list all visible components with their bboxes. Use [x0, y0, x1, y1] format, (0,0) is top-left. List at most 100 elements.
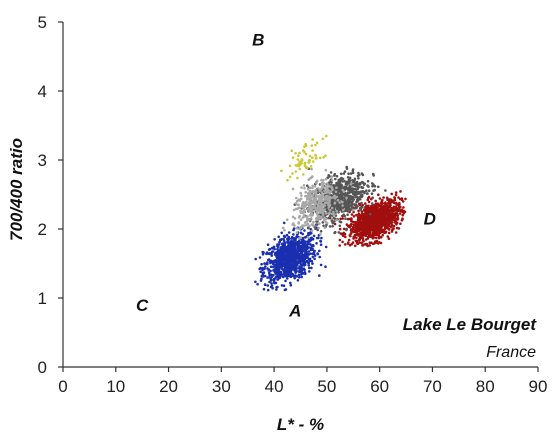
- quadrant-label: B: [252, 30, 264, 49]
- scatter-point: [282, 284, 286, 288]
- scatter-point: [355, 241, 359, 245]
- scatter-point: [338, 227, 342, 231]
- scatter-point: [320, 182, 324, 186]
- scatter-point: [304, 152, 308, 156]
- scatter-point: [313, 185, 317, 188]
- scatter-point: [360, 205, 364, 209]
- scatter-point: [287, 263, 290, 267]
- scatter-point: [384, 225, 388, 229]
- scatter-point: [279, 270, 283, 274]
- scatter-point: [312, 234, 316, 238]
- scatter-point: [318, 249, 321, 253]
- scatter-point: [286, 237, 289, 241]
- scatter-point: [311, 248, 314, 251]
- scatter-point: [263, 283, 267, 286]
- scatter-point: [321, 199, 325, 203]
- scatter-point: [382, 196, 385, 199]
- scatter-point: [329, 171, 333, 174]
- scatter-point: [360, 195, 363, 198]
- scatter-point: [299, 218, 303, 221]
- scatter-point: [362, 183, 366, 186]
- y-axis-title: 700/400 ratio: [7, 138, 26, 241]
- scatter-point: [303, 208, 306, 212]
- scatter-point: [335, 174, 339, 178]
- scatter-point: [293, 267, 297, 271]
- scatter-point: [377, 242, 380, 245]
- scatter-point: [307, 226, 310, 230]
- scatter-point: [293, 256, 297, 260]
- scatter-point: [311, 237, 315, 241]
- scatter-point: [290, 149, 294, 152]
- scatter-point: [397, 196, 400, 199]
- scatter-point: [315, 199, 318, 202]
- scatter-point: [271, 261, 275, 265]
- scatter-point: [286, 277, 289, 280]
- scatter-point: [316, 179, 319, 183]
- scatter-point: [358, 226, 362, 229]
- scatter-point: [308, 199, 312, 202]
- scatter-point: [286, 178, 289, 182]
- scatter-points: [254, 134, 407, 292]
- scatter-point: [317, 226, 320, 230]
- scatter-point: [280, 169, 283, 173]
- scatter-point: [345, 167, 349, 170]
- scatter-point: [311, 214, 315, 217]
- scatter-point: [320, 194, 323, 197]
- scatter-point: [296, 176, 299, 180]
- scatter-point: [386, 210, 390, 214]
- x-tick-label: 20: [159, 377, 178, 396]
- scatter-point: [324, 154, 327, 157]
- scatter-point: [331, 196, 335, 199]
- scatter-point: [288, 164, 292, 168]
- scatter-point: [261, 250, 265, 254]
- scatter-point: [318, 274, 321, 277]
- scatter-point: [299, 197, 303, 200]
- scatter-point: [311, 149, 314, 152]
- scatter-point: [351, 197, 355, 201]
- scatter-point: [267, 268, 271, 271]
- scatter-point: [381, 198, 384, 202]
- scatter-point: [346, 206, 350, 209]
- scatter-point: [315, 217, 319, 221]
- scatter-point: [361, 235, 364, 239]
- scatter-point: [285, 266, 289, 270]
- scatter-point: [328, 200, 331, 203]
- scatter-point: [333, 220, 336, 223]
- scatter-point: [373, 226, 377, 230]
- scatter-point: [320, 236, 323, 240]
- scatter-point: [291, 246, 295, 250]
- scatter-point: [347, 238, 351, 242]
- scatter-point: [354, 222, 357, 225]
- scatter-point: [307, 261, 311, 265]
- scatter-point: [302, 214, 306, 217]
- scatter-point: [400, 218, 404, 222]
- scatter-point: [284, 279, 287, 283]
- scatter-point: [291, 260, 294, 264]
- scatter-point: [285, 233, 289, 237]
- scatter-point: [339, 178, 343, 182]
- scatter-point: [365, 227, 369, 230]
- scatter-point: [343, 186, 347, 190]
- scatter-point: [315, 181, 318, 185]
- scatter-point: [360, 223, 363, 227]
- scatter-point: [317, 187, 320, 190]
- scatter-point: [291, 187, 295, 191]
- scatter-point: [297, 221, 301, 224]
- scatter-point: [337, 231, 341, 234]
- scatter-point: [305, 220, 309, 223]
- scatter-point: [260, 274, 264, 278]
- scatter-point: [328, 215, 332, 218]
- scatter-point: [329, 209, 332, 212]
- scatter-point: [315, 156, 318, 160]
- scatter-point: [324, 217, 328, 221]
- scatter-point: [389, 198, 393, 201]
- scatter-point: [314, 143, 317, 147]
- scatter-point: [310, 259, 314, 263]
- scatter-point: [353, 203, 356, 206]
- scatter-point: [328, 196, 332, 200]
- scatter-point: [339, 172, 343, 176]
- scatter-point: [259, 270, 263, 274]
- scatter-point: [351, 227, 355, 230]
- scatter-point: [305, 247, 309, 251]
- scatter-point: [366, 223, 370, 226]
